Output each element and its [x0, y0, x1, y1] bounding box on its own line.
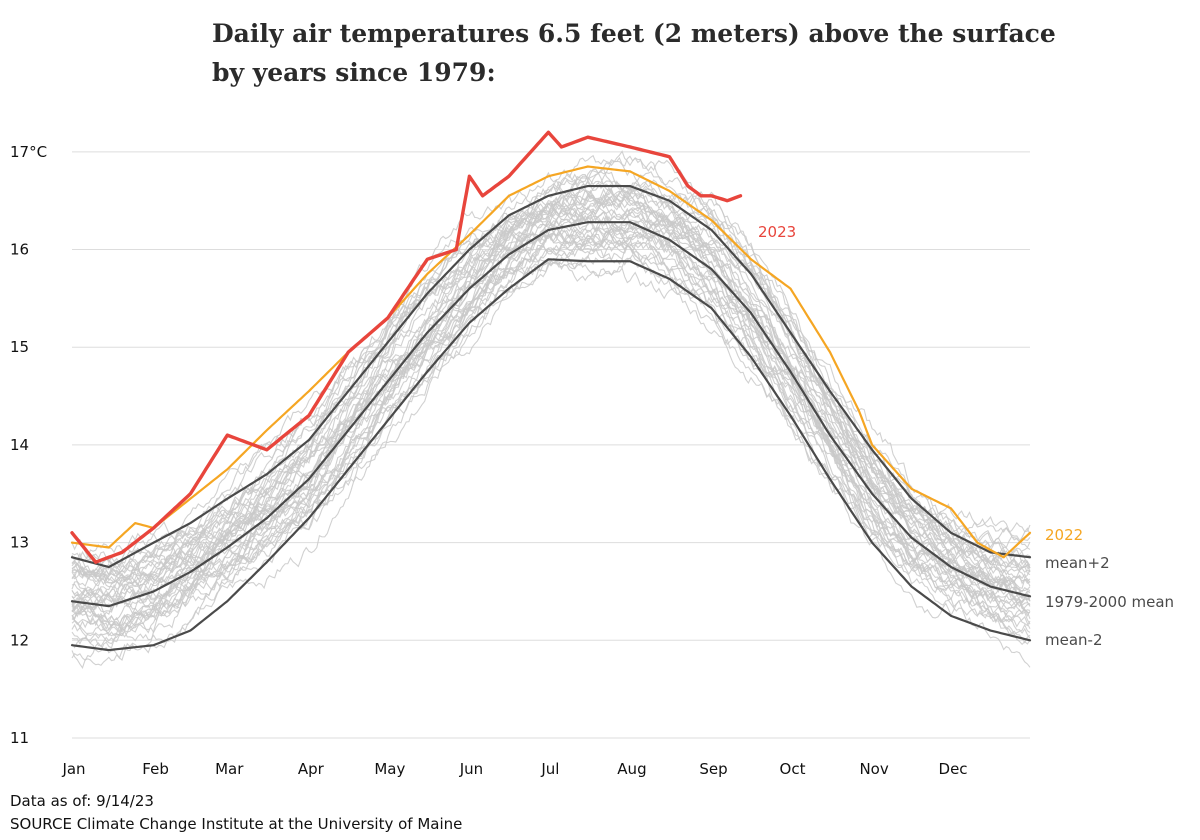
y-tick-label: 14: [10, 436, 29, 454]
series-line-2022: [70, 165, 1032, 559]
past-year-line: [71, 239, 1031, 653]
chart-labels: 11 12 13 14 15 16 17°C Jan Feb Mar Apr May Jun Jul Aug…: [10, 143, 1174, 778]
past-year-line: [71, 221, 1031, 645]
series-line-mean-2: [70, 258, 1032, 652]
data-as-of: Data as of: 9/14/23: [10, 792, 154, 810]
past-year-line: [71, 259, 1031, 668]
series-line-1979-2000-mean: [70, 221, 1032, 608]
past-year-line: [71, 227, 1031, 662]
past-year-line: [71, 206, 1031, 600]
x-tick-label: Jul: [540, 760, 559, 778]
y-tick-label: 11: [10, 729, 29, 747]
page-title: Daily air temperatures 6.5 feet (2 meter…: [212, 19, 1056, 87]
past-year-line: [71, 185, 1031, 624]
source-note: SOURCE Climate Change Institute at the U…: [10, 815, 463, 833]
past-year-line: [71, 171, 1031, 592]
y-tick-label: 15: [10, 338, 29, 356]
past-year-line: [71, 180, 1031, 601]
y-tick-label: 12: [10, 631, 29, 649]
x-tick-label: Dec: [939, 760, 968, 778]
x-tick-label: Aug: [617, 760, 646, 778]
y-tick-label: 17°C: [10, 143, 47, 161]
x-tick-label: Feb: [142, 760, 169, 778]
x-tick-label: Oct: [780, 760, 806, 778]
x-tick-label: Sep: [699, 760, 727, 778]
past-year-line: [71, 226, 1031, 649]
past-year-line: [71, 222, 1031, 633]
y-tick-label: 16: [10, 241, 29, 259]
series-label-1979-2000-mean: 1979-2000 mean: [1045, 593, 1174, 611]
past-year-line: [71, 167, 1031, 565]
x-tick-label: Nov: [859, 760, 888, 778]
x-tick-label: Jun: [459, 760, 483, 778]
x-tick-label: Mar: [215, 760, 244, 778]
series-label-mean-2: mean-2: [1045, 631, 1103, 649]
series-line-2023: [70, 130, 743, 564]
series-lines: [70, 130, 1032, 652]
y-tick-label: 13: [10, 534, 29, 552]
past-year-line: [71, 230, 1031, 639]
series-line-mean-2: [70, 184, 1032, 569]
past-year-line: [71, 154, 1031, 583]
past-year-line: [71, 171, 1031, 564]
x-tick-label: Apr: [298, 760, 325, 778]
series-label-2022: 2022: [1045, 526, 1083, 544]
x-tick-label: Jan: [61, 760, 85, 778]
past-years-lines: [71, 150, 1031, 669]
x-tick-label: May: [374, 760, 405, 778]
past-year-line: [71, 155, 1031, 572]
series-label-mean-2: mean+2: [1045, 554, 1110, 572]
series-label-2023: 2023: [758, 223, 796, 241]
